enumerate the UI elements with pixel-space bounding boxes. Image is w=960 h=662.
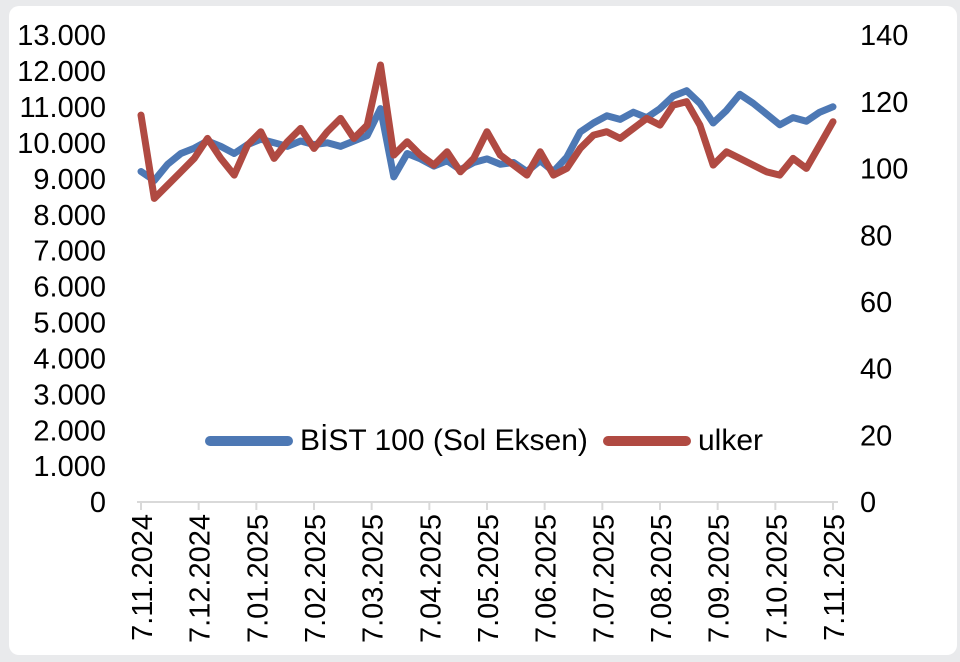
x-axis-tick-label: 7.03.2025	[358, 514, 390, 643]
left-axis-tick-label: 1.000	[33, 451, 106, 483]
x-axis-tick-label: 7.07.2025	[588, 514, 620, 643]
right-axis-tick-label: 140	[860, 20, 908, 52]
right-axis-tick-label: 20	[860, 420, 892, 452]
left-axis-tick-label: 3.000	[33, 379, 106, 411]
x-axis-tick-label: 7.02.2025	[300, 514, 332, 643]
chart-panel	[9, 6, 957, 655]
right-axis-tick-label: 0	[860, 487, 876, 519]
left-axis-tick-label: 13.000	[17, 20, 106, 52]
right-axis-tick-label: 80	[860, 220, 892, 252]
right-axis-tick-label: 60	[860, 287, 892, 319]
left-axis-tick-label: 12.000	[17, 56, 106, 88]
x-axis-tick-label: 7.09.2025	[704, 514, 736, 643]
left-axis-tick-label: 4.000	[33, 343, 106, 375]
x-axis-tick-label: 7.11.2024	[127, 514, 159, 641]
left-axis-tick-label: 6.000	[33, 272, 106, 304]
left-axis-tick-label: 10.000	[17, 128, 106, 160]
left-axis-tick-label: 8.000	[33, 200, 106, 232]
x-axis-tick-label: 7.01.2025	[242, 514, 274, 643]
x-axis-tick-label: 7.08.2025	[646, 514, 678, 643]
x-axis-tick-label: 7.04.2025	[415, 514, 447, 643]
right-axis-tick-label: 100	[860, 154, 908, 186]
left-axis-tick-label: 5.000	[33, 308, 106, 340]
x-axis-tick-label: 7.11.2025	[819, 514, 851, 641]
right-axis-tick-label: 120	[860, 87, 908, 119]
x-axis-tick-label: 7.10.2025	[761, 514, 793, 643]
x-axis-tick-label: 7.06.2025	[531, 514, 563, 643]
x-axis-tick-label: 7.12.2024	[185, 514, 217, 643]
left-axis-tick-label: 9.000	[33, 164, 106, 196]
x-axis-tick-label: 7.05.2025	[473, 514, 505, 643]
left-axis-tick-label: 2.000	[33, 415, 106, 447]
ulker-series-line	[137, 61, 837, 202]
left-axis-tick-label: 7.000	[33, 236, 106, 268]
left-axis-tick-label: 11.000	[19, 92, 106, 124]
right-axis-tick-label: 40	[860, 354, 892, 386]
left-axis-tick-label: 0	[90, 487, 106, 519]
